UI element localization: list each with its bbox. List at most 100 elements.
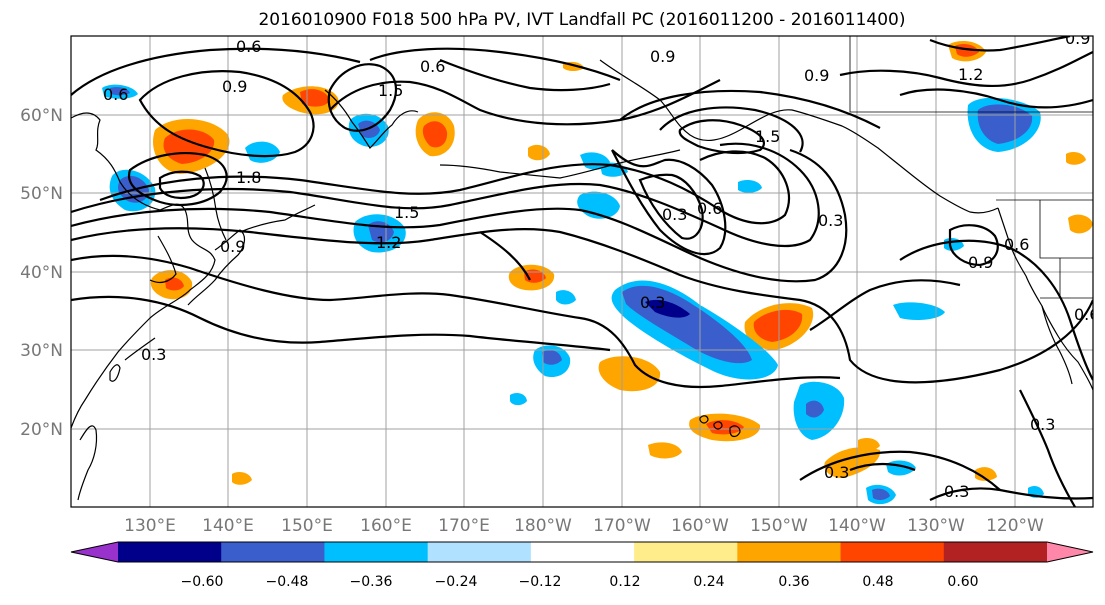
contour-label: 1.5 bbox=[378, 81, 403, 100]
taiwan-coastline bbox=[109, 364, 121, 382]
colorbar-tick-label: −0.60 bbox=[181, 574, 224, 590]
kamchatka-coastline bbox=[324, 89, 419, 149]
anomaly-positive-6-core bbox=[753, 309, 803, 342]
anomaly-negative-6-core bbox=[542, 350, 562, 365]
contour-26 bbox=[849, 462, 916, 472]
anomaly-positive-8-core bbox=[706, 420, 744, 435]
anomaly-positive-14 bbox=[975, 467, 997, 481]
contour-19 bbox=[839, 51, 1093, 88]
colorbar-tick-label: −0.24 bbox=[435, 574, 478, 590]
political-borders bbox=[849, 36, 1093, 299]
lat-label: 60°N bbox=[20, 106, 63, 126]
anomaly-positive-12 bbox=[1068, 214, 1093, 234]
colorbar-tick-label: −0.48 bbox=[266, 574, 309, 590]
contour-1 bbox=[71, 227, 1093, 384]
colorbar-extend-max bbox=[1047, 542, 1093, 562]
contour-label: 0.3 bbox=[824, 463, 849, 482]
contour-15 bbox=[369, 47, 621, 82]
contour-label: 0.9 bbox=[222, 77, 247, 96]
contour-label: 0.9 bbox=[968, 253, 993, 272]
colorbar-segment bbox=[943, 542, 1048, 562]
colorbar-segment bbox=[118, 542, 222, 562]
colorbar-tick-label: 0.48 bbox=[862, 574, 893, 590]
colorbar-segment bbox=[634, 542, 738, 562]
anomaly-negative-16 bbox=[510, 393, 527, 406]
japan-coastline bbox=[187, 229, 246, 306]
contour-label: 0.3 bbox=[944, 482, 969, 501]
anomaly-negative-11 bbox=[893, 302, 945, 320]
colorbar-segment bbox=[737, 542, 842, 562]
anomaly-positive-16 bbox=[1066, 152, 1086, 165]
contour-8 bbox=[659, 106, 804, 153]
contour-2 bbox=[71, 148, 848, 283]
lon-label: 180°W bbox=[514, 516, 572, 536]
contour-23 bbox=[899, 239, 1093, 381]
contour-5 bbox=[611, 149, 727, 256]
anomaly-negative-7-core bbox=[806, 400, 824, 418]
anomaly-negative-12-core bbox=[872, 488, 890, 501]
lon-label: 140°W bbox=[828, 516, 886, 536]
contour-6 bbox=[638, 173, 704, 240]
korea-coastline bbox=[149, 235, 177, 284]
contour-label: 0.3 bbox=[1030, 415, 1055, 434]
pv-contours bbox=[71, 36, 1093, 507]
anomaly-negative-5-core bbox=[977, 104, 1033, 144]
contour-12 bbox=[329, 79, 721, 126]
map-frame bbox=[70, 35, 1094, 508]
contour-24 bbox=[1019, 389, 1076, 507]
contour-label: 1.8 bbox=[236, 168, 261, 187]
lon-label: 160°W bbox=[671, 516, 729, 536]
colorbar bbox=[70, 541, 1094, 563]
contour-22 bbox=[948, 224, 999, 267]
contour-label: 0.6 bbox=[1004, 235, 1029, 254]
contour-25 bbox=[799, 450, 1001, 491]
colorbar-extend-min bbox=[71, 542, 118, 562]
contour-3 bbox=[71, 142, 820, 248]
coastlines bbox=[71, 59, 1093, 501]
contour-18 bbox=[158, 170, 205, 200]
lat-label: 40°N bbox=[20, 263, 63, 283]
colorbar-tick-label: −0.12 bbox=[519, 574, 562, 590]
colorbar-outline bbox=[70, 541, 1094, 563]
contour-label: 1.5 bbox=[394, 203, 419, 222]
anomaly-negative-15 bbox=[738, 180, 762, 193]
colorbar-tick-label: 0.24 bbox=[693, 574, 724, 590]
anomaly-positive-7 bbox=[598, 356, 661, 392]
colorbar-tick-label: 0.12 bbox=[609, 574, 640, 590]
lat-label: 20°N bbox=[20, 420, 63, 440]
contour-label: 0.6 bbox=[420, 57, 445, 76]
contour-7 bbox=[678, 119, 765, 155]
contour-labels: 0.6 0.9 0.6 0.9 1.5 0.6 0.9 1.5 1.2 1.8 … bbox=[103, 36, 1099, 501]
lon-label: 140°E bbox=[202, 516, 254, 536]
colorbar-segment bbox=[221, 542, 325, 562]
contour-label: 0.3 bbox=[141, 345, 166, 364]
anomaly-negative-1-core bbox=[645, 299, 690, 318]
anomaly-negative-14-core bbox=[110, 87, 130, 96]
contour-label: 0.9 bbox=[804, 66, 829, 85]
colorbar-tick-label: −0.36 bbox=[350, 574, 393, 590]
baja-coastline bbox=[1041, 305, 1073, 385]
lon-label: 160°E bbox=[360, 516, 412, 536]
contour-4 bbox=[99, 150, 790, 225]
lon-label: 150°E bbox=[281, 516, 333, 536]
pc-shading bbox=[102, 40, 1093, 505]
contour-16 bbox=[327, 63, 398, 132]
contour-label: 0.6 bbox=[1074, 305, 1099, 324]
anomaly-negative-10 bbox=[245, 141, 280, 163]
contour-label: 1.2 bbox=[958, 65, 983, 84]
contour-label: 0.3 bbox=[662, 205, 687, 224]
kuril-islands bbox=[239, 204, 316, 233]
colorbar-tick-label: 0.36 bbox=[778, 574, 809, 590]
map-panel: 0.6 0.9 0.6 0.9 1.5 0.6 0.9 1.5 1.2 1.8 … bbox=[71, 36, 1099, 507]
contour-30 bbox=[439, 58, 611, 92]
aleutian-islands bbox=[439, 149, 681, 179]
contour-11 bbox=[71, 295, 611, 352]
lon-label: 130°W bbox=[907, 516, 965, 536]
anomaly-positive-13 bbox=[528, 144, 550, 161]
lon-label: 170°E bbox=[438, 516, 490, 536]
anomaly-positive-15 bbox=[232, 472, 252, 485]
hawaii-islands bbox=[699, 415, 741, 438]
colorbar-segment bbox=[324, 542, 429, 562]
anomaly-positive-3-core bbox=[422, 121, 448, 148]
